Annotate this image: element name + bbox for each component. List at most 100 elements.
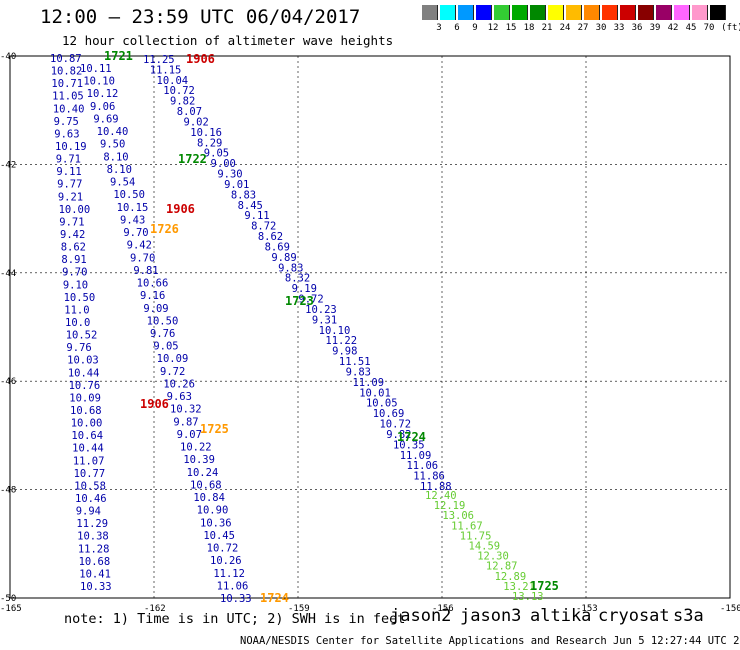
wave-height-value: 10.50 — [113, 189, 145, 201]
wave-height-value: 9.71 — [56, 154, 81, 166]
wave-height-value: 11.28 — [78, 543, 110, 555]
wave-height-value: 9.42 — [60, 229, 85, 241]
wave-height-value: 10.22 — [180, 442, 212, 454]
pass-label: 1725 — [530, 579, 559, 593]
wave-height-value: 8.45 — [238, 200, 263, 212]
wave-height-value: 11.05 — [52, 91, 84, 103]
wave-height-value: 10.23 — [305, 304, 337, 316]
map-subtitle: 12 hour collection of altimeter wave hei… — [62, 33, 394, 48]
wave-height-value: 9.76 — [150, 328, 175, 340]
wave-height-value: 9.83 — [278, 262, 303, 274]
legend-cryosat: cryosat — [598, 606, 670, 626]
wave-height-value: 10.66 — [137, 278, 169, 290]
scale-swatch — [674, 5, 690, 20]
wave-height-value: 12.87 — [486, 561, 518, 573]
wave-height-value: 10.44 — [72, 443, 104, 455]
wave-height-value: 10.84 — [193, 492, 225, 504]
footer-credit: NOAA/NESDIS Center for Satellite Applica… — [240, 635, 740, 647]
wave-height-value: 8.10 — [107, 164, 132, 176]
wave-height-value: 10.10 — [319, 325, 351, 337]
wave-height-value: 8.72 — [251, 221, 276, 233]
wave-height-value: 10.72 — [379, 419, 411, 431]
wave-height-value: 9.87 — [173, 416, 198, 428]
wave-height-value: 11.06 — [217, 580, 249, 592]
wave-height-value: 10.11 — [80, 63, 112, 75]
scale-swatch — [422, 5, 438, 20]
wave-height-value: 10.16 — [190, 127, 222, 139]
wave-height-value: 9.09 — [143, 303, 168, 315]
wave-height-value: 10.72 — [207, 543, 239, 555]
wave-height-value: 10.32 — [170, 404, 202, 416]
wave-height-value: 9.11 — [56, 166, 81, 178]
scale-swatch — [494, 5, 510, 20]
wave-height-value: 10.03 — [67, 355, 99, 367]
scale-unit: (ft) — [721, 23, 740, 33]
scale-label: 3 — [436, 23, 442, 33]
scale-label: 30 — [595, 23, 607, 33]
wave-height-value: 9.54 — [110, 177, 135, 189]
wave-height-value: 9.19 — [292, 283, 317, 295]
wave-height-value: 11.22 — [325, 335, 357, 347]
wave-height-value: 10.90 — [197, 505, 229, 517]
wave-height-value: 11.0 — [64, 304, 89, 316]
scale-label: 9 — [472, 23, 478, 33]
wave-height-value: 9.10 — [63, 279, 88, 291]
wave-height-value: 10.46 — [75, 493, 107, 505]
wave-height-value: 10.15 — [117, 202, 149, 214]
scale-swatch — [638, 5, 654, 20]
wave-height-value: 10.05 — [366, 398, 398, 410]
wave-height-value: 10.52 — [66, 330, 98, 342]
wave-height-value: 10.87 — [50, 53, 82, 65]
wave-height-value: 11.25 — [143, 54, 175, 66]
wave-height-value: 9.50 — [100, 139, 125, 151]
legend-jason2: jason2 — [390, 606, 452, 626]
scale-label: 45 — [685, 23, 697, 33]
wave-height-value: 10.71 — [51, 78, 83, 90]
wave-height-value: 11.88 — [420, 481, 452, 493]
wave-height-value: 10.82 — [51, 66, 83, 78]
wave-height-value: 8.29 — [197, 137, 222, 149]
pass-label: 1723 — [285, 294, 314, 308]
lon-tick-label: -159 — [288, 604, 310, 614]
wave-height-value: 9.63 — [54, 128, 79, 140]
scale-swatch — [656, 5, 672, 20]
wave-height-value: 10.45 — [203, 530, 235, 542]
wave-height-value: 10.12 — [87, 88, 119, 100]
wave-height-value: 9.43 — [120, 214, 145, 226]
wave-height-value: 9.70 — [123, 227, 148, 239]
wave-height-value: 10.33 — [80, 581, 112, 593]
scale-label: 15 — [505, 23, 517, 33]
wave-height-value: 10.26 — [163, 378, 195, 390]
wave-height-value: 9.06 — [90, 101, 115, 113]
pass-label: 1721 — [104, 49, 133, 63]
scale-label: 24 — [559, 23, 571, 33]
wave-height-value: 11.51 — [339, 356, 371, 368]
scale-swatch — [548, 5, 564, 20]
scale-swatch — [584, 5, 600, 20]
wave-height-value: 11.86 — [413, 471, 445, 483]
pass-label: 1906 — [140, 397, 169, 411]
wave-height-value: 10.68 — [190, 479, 222, 491]
wave-height-value: 9.02 — [184, 116, 209, 128]
wave-height-value: 9.11 — [244, 210, 269, 222]
lat-tick-label: -46 — [0, 377, 16, 387]
wave-height-value: 10.26 — [210, 555, 242, 567]
map-title: 12:00 – 23:59 UTC 06/04/2017 — [40, 6, 361, 28]
scale-label: 12 — [487, 23, 499, 33]
wave-height-value: 10.36 — [200, 517, 232, 529]
pass-label: 1906 — [166, 202, 195, 216]
lat-tick-label: -50 — [0, 594, 16, 604]
wave-height-value: 9.42 — [127, 240, 152, 252]
pass-label: 1724 — [397, 430, 426, 444]
wave-height-value: 12.19 — [434, 500, 466, 512]
wave-height-value: 9.69 — [93, 113, 118, 125]
wave-height-value: 10.19 — [55, 141, 87, 153]
wave-height-value: 9.71 — [59, 216, 84, 228]
wave-height-value: 10.58 — [74, 480, 106, 492]
wave-height-value: 9.70 — [130, 252, 155, 264]
scale-swatch — [692, 5, 708, 20]
wave-height-value: 9.70 — [62, 267, 87, 279]
wave-height-value: 14.59 — [469, 541, 501, 553]
wave-height-value: 10.40 — [97, 126, 129, 138]
wave-height-value: 11.09 — [400, 450, 432, 462]
